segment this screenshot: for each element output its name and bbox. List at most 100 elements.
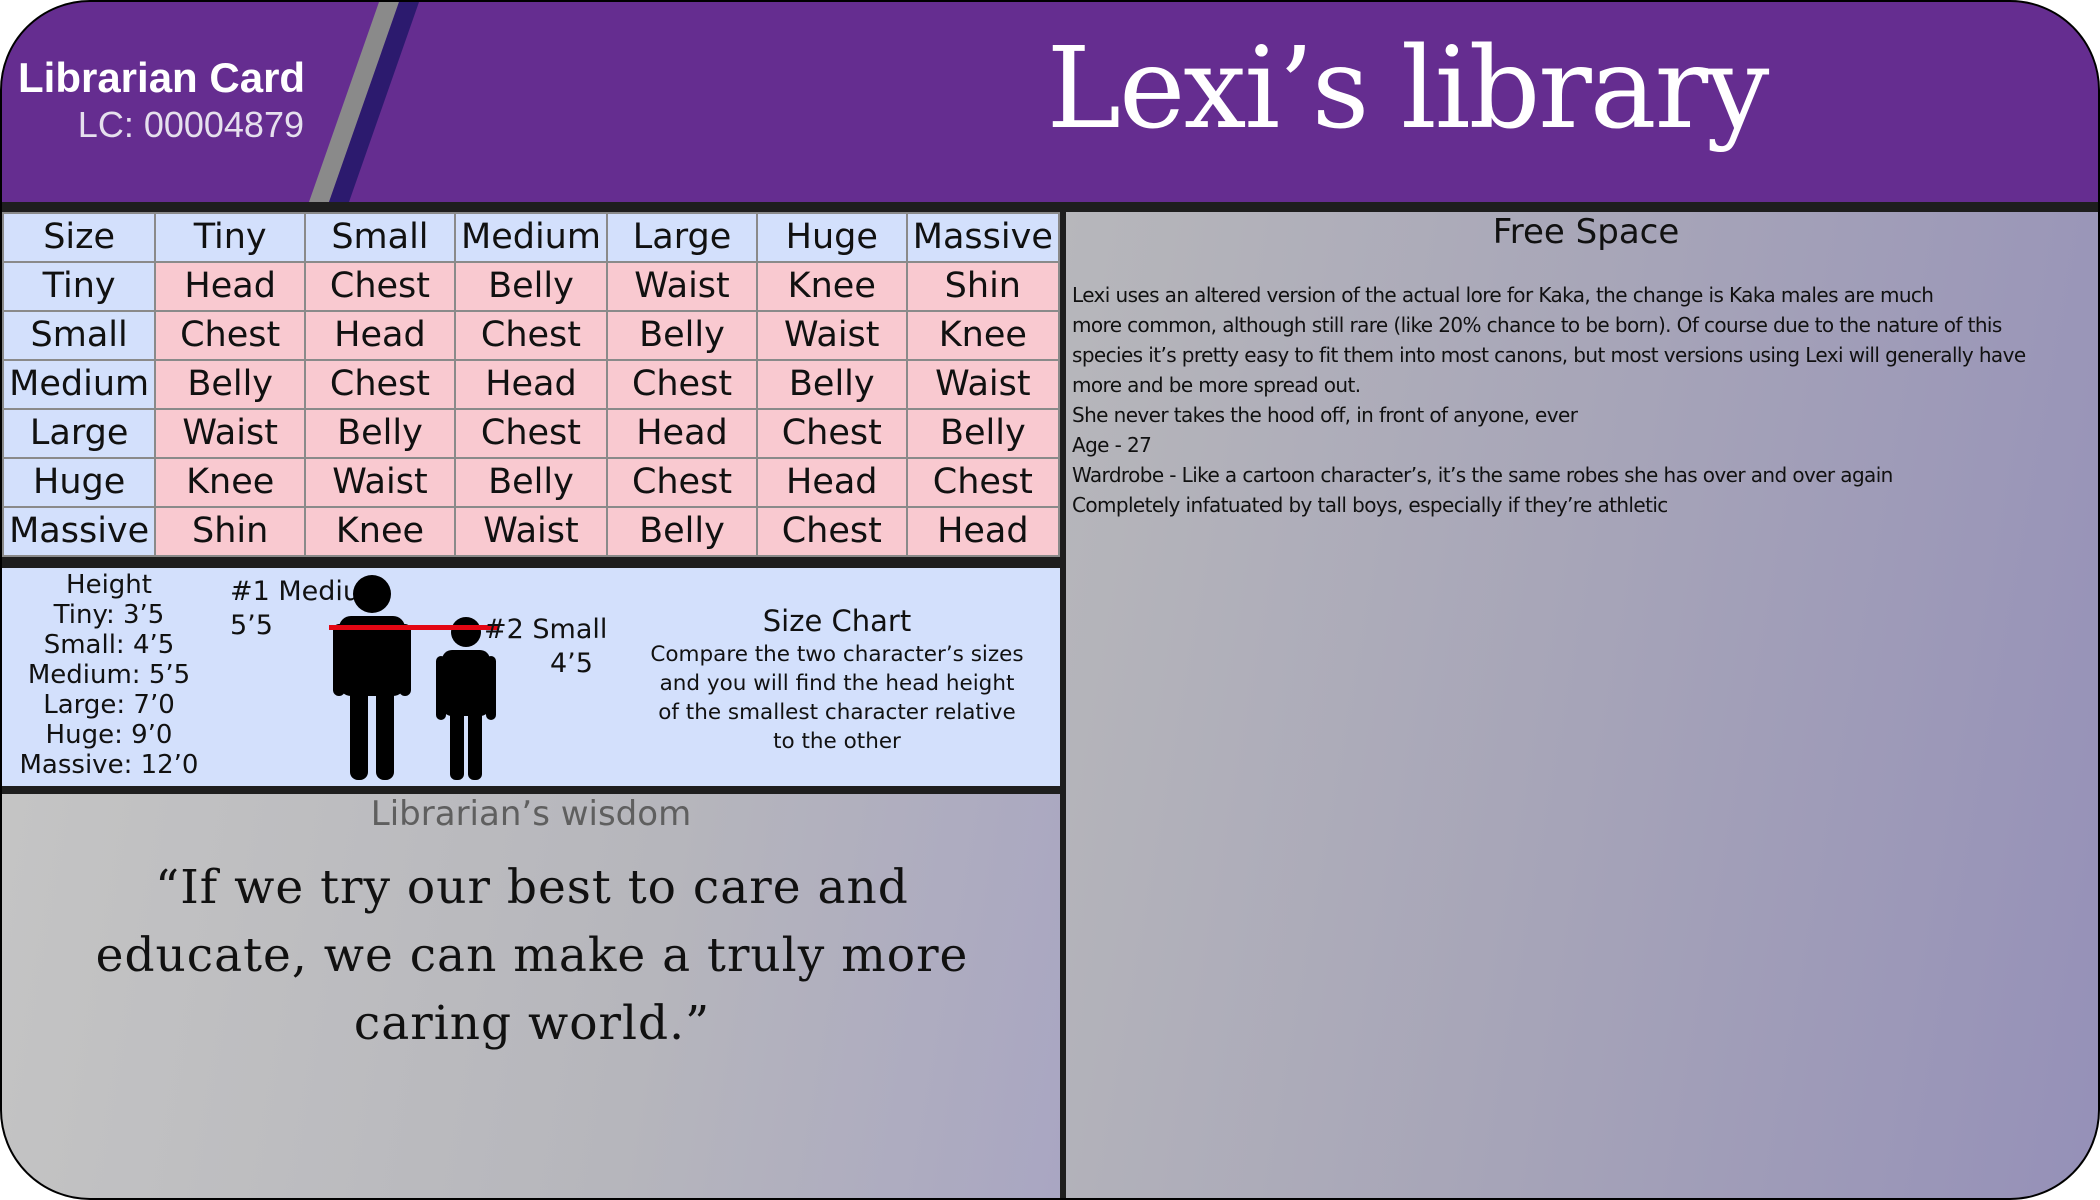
table-cell: Waist bbox=[304, 457, 456, 508]
table-cell: Belly bbox=[154, 359, 307, 410]
navy-stripe bbox=[329, 2, 419, 202]
column-header: Massive bbox=[905, 212, 1061, 263]
figure-comparison bbox=[329, 575, 499, 780]
table-cell: Belly bbox=[453, 457, 609, 508]
table-row: Huge Knee Waist Belly Chest Head Chest bbox=[2, 457, 1061, 508]
table-cell: Chest bbox=[154, 310, 307, 361]
free-space-line: Completely infatuated by tall boys, espe… bbox=[1072, 493, 1668, 517]
table-cell: Shin bbox=[154, 506, 307, 557]
row-header: Large bbox=[2, 408, 157, 459]
table-cell: Waist bbox=[453, 506, 609, 557]
wisdom-quote: “If we try our best to care and educate,… bbox=[95, 860, 969, 1051]
size-chart-desc-line: Compare the two character’s sizes bbox=[650, 642, 1024, 667]
column-header: Size bbox=[2, 212, 157, 263]
column-header: Small bbox=[304, 212, 456, 263]
gray-stripe bbox=[309, 2, 399, 202]
wisdom-panel: Librarian’s wisdom “If we try our best t… bbox=[2, 794, 1060, 1198]
free-space-line: more and be more spread out. bbox=[1072, 373, 1361, 397]
height-item: Large: 7’0 bbox=[43, 690, 175, 720]
column-header: Large bbox=[606, 212, 758, 263]
free-space-line: species it’s pretty easy to fit them int… bbox=[1072, 343, 2026, 367]
table-row: Large Waist Belly Chest Head Chest Belly bbox=[2, 408, 1061, 459]
row-header: Massive bbox=[2, 506, 157, 557]
table-cell: Belly bbox=[606, 506, 758, 557]
figure2-label: #2 Small bbox=[484, 614, 608, 645]
column-header: Tiny bbox=[154, 212, 307, 263]
table-cell: Belly bbox=[304, 408, 456, 459]
size-chart-desc-line: to the other bbox=[773, 729, 901, 754]
free-space-line: Age - 27 bbox=[1072, 433, 1152, 457]
free-space-line: She never takes the hood off, in front o… bbox=[1072, 403, 1578, 427]
card-id: LC: 00004879 bbox=[77, 104, 304, 145]
table-cell: Knee bbox=[154, 457, 307, 508]
table-cell: Belly bbox=[453, 261, 609, 312]
decorative-stripes bbox=[309, 2, 419, 202]
table-cell: Head bbox=[154, 261, 307, 312]
wisdom-title: Librarian’s wisdom bbox=[370, 794, 692, 834]
height-title: Height bbox=[66, 570, 152, 600]
free-space-line: Lexi uses an altered version of the actu… bbox=[1072, 283, 1934, 307]
height-item: Tiny: 3’5 bbox=[53, 600, 165, 630]
figure2-height: 4’5 bbox=[550, 648, 593, 679]
table-cell: Chest bbox=[453, 408, 609, 459]
card-header: Librarian Card LC: 00004879 Lexi’s libra… bbox=[2, 2, 2098, 202]
table-cell: Knee bbox=[304, 506, 456, 557]
size-comparison-table: Size Tiny Small Medium Large Huge Massive Tiny H… bbox=[2, 212, 1061, 557]
height-item: Small: 4’5 bbox=[43, 630, 175, 660]
table-row: Tiny Head Chest Belly Waist Knee Shin bbox=[2, 261, 1061, 312]
height-item: Medium: 5’5 bbox=[27, 660, 191, 690]
height-section: Height Tiny: 3’5 Small: 4’5 Medium: 5’5 … bbox=[2, 568, 1060, 786]
person-icon-medium bbox=[333, 575, 411, 780]
table-cell: Head bbox=[606, 408, 758, 459]
table-cell: Belly bbox=[606, 310, 758, 361]
row-header: Huge bbox=[2, 457, 157, 508]
table-cell: Chest bbox=[304, 359, 456, 410]
table-row: Small Chest Head Chest Belly Waist Knee bbox=[2, 310, 1061, 361]
row-header: Medium bbox=[2, 359, 157, 410]
table-cell: Waist bbox=[905, 359, 1061, 410]
table-cell: Chest bbox=[606, 457, 758, 508]
table-header-row: Size Tiny Small Medium Large Huge Massive bbox=[2, 212, 1061, 263]
column-header: Medium bbox=[453, 212, 609, 263]
table-cell: Chest bbox=[905, 457, 1061, 508]
table-cell: Chest bbox=[755, 506, 908, 557]
table-cell: Waist bbox=[154, 408, 307, 459]
column-header: Huge bbox=[755, 212, 908, 263]
free-space-body: Lexi uses an altered version of the actu… bbox=[1072, 280, 2092, 520]
table-cell: Waist bbox=[755, 310, 908, 361]
table-cell: Shin bbox=[905, 261, 1061, 312]
table-row: Medium Belly Chest Head Chest Belly Waist bbox=[2, 359, 1061, 410]
table-cell: Waist bbox=[606, 261, 758, 312]
row-header: Tiny bbox=[2, 261, 157, 312]
size-chart-title: Size Chart bbox=[762, 604, 912, 638]
table-row: Massive Shin Knee Waist Belly Chest Head bbox=[2, 506, 1061, 557]
table-cell: Head bbox=[905, 506, 1061, 557]
height-item: Huge: 9’0 bbox=[45, 720, 173, 750]
height-item: Massive: 12’0 bbox=[19, 750, 199, 780]
table-cell: Knee bbox=[755, 261, 908, 312]
brand-title: Lexi’s library bbox=[1046, 24, 1770, 154]
person-icon-small bbox=[436, 617, 496, 780]
head-height-line bbox=[329, 625, 499, 630]
table-cell: Chest bbox=[606, 359, 758, 410]
table-cell: Head bbox=[453, 359, 609, 410]
table-cell: Knee bbox=[905, 310, 1061, 361]
table-cell: Chest bbox=[304, 261, 456, 312]
table-cell: Chest bbox=[755, 408, 908, 459]
table-cell: Chest bbox=[453, 310, 609, 361]
size-chart-desc-line: and you will find the head height bbox=[659, 671, 1015, 696]
card-title: Librarian Card bbox=[18, 54, 306, 101]
free-space-title: Free Space bbox=[1492, 212, 1680, 252]
free-space-panel: Free Space Lexi uses an altered version … bbox=[1066, 212, 2098, 1198]
figure1-height: 5’5 bbox=[230, 610, 273, 641]
row-header: Small bbox=[2, 310, 157, 361]
table-cell: Head bbox=[304, 310, 456, 361]
size-chart-info: Size Chart Compare the two character’s s… bbox=[642, 604, 1032, 756]
table-cell: Belly bbox=[755, 359, 908, 410]
table-cell: Belly bbox=[905, 408, 1061, 459]
size-chart-desc-line: of the smallest character relative bbox=[658, 700, 1016, 725]
height-list: Height Tiny: 3’5 Small: 4’5 Medium: 5’5 … bbox=[2, 570, 216, 780]
free-space-line: more common, although still rare (like 2… bbox=[1072, 313, 2002, 337]
free-space-line: Wardrobe - Like a cartoon character’s, i… bbox=[1072, 463, 1893, 487]
